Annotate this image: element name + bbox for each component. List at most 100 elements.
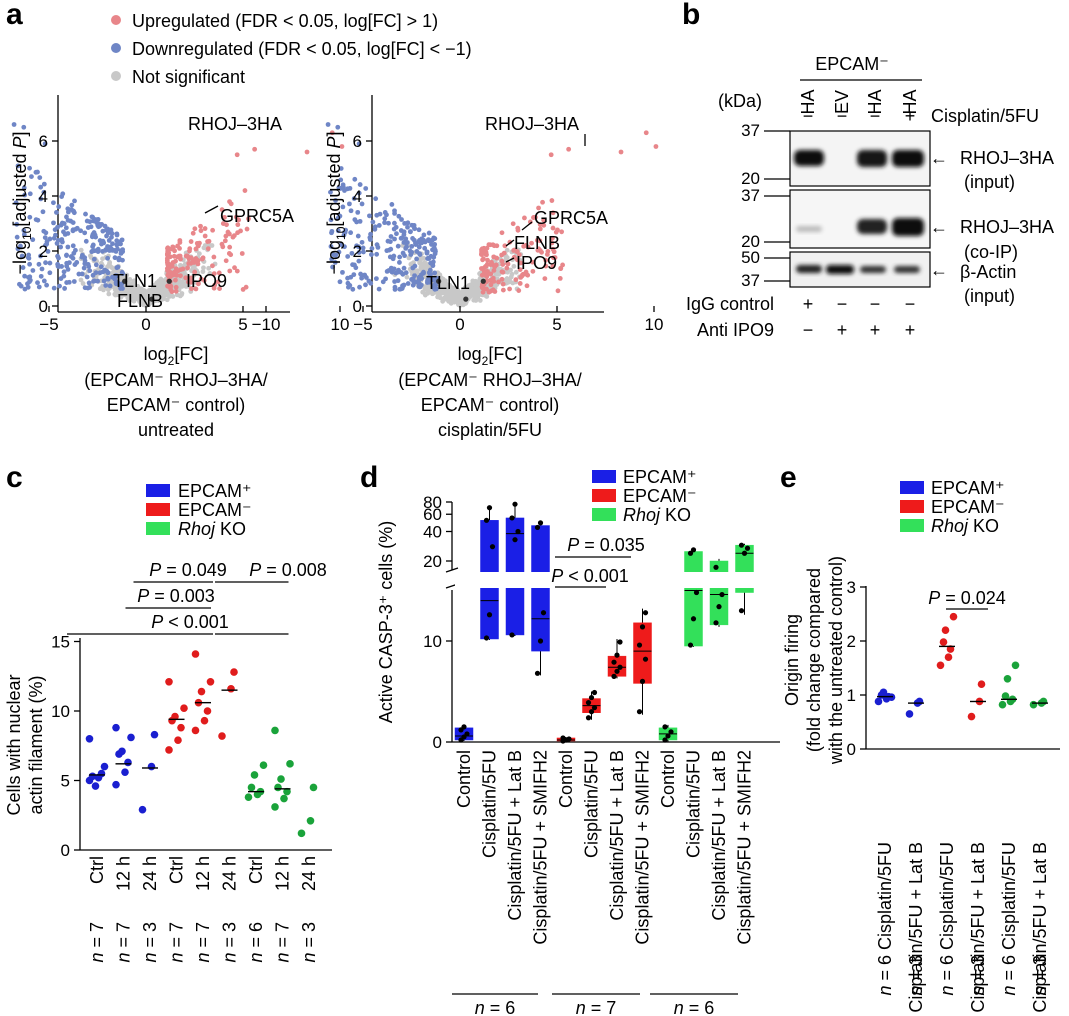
volcano-point-down <box>69 202 75 208</box>
box-point <box>693 589 700 596</box>
volcano-point-outlier <box>566 146 572 152</box>
volcano-point-ns <box>132 282 138 288</box>
volcano-point-down <box>39 266 45 272</box>
volcano-point-down <box>356 258 362 264</box>
category-label: 24 h <box>299 856 319 891</box>
volcano-ytick-label: 4 <box>39 187 48 206</box>
volcano-point-up <box>210 263 215 269</box>
category-label: Cisplatin/5FU <box>875 842 895 950</box>
label-flnb-untreated: FLNB <box>117 291 163 311</box>
volcano-point-ns <box>145 291 151 297</box>
volcano-ytick-label: 2 <box>353 242 362 261</box>
volcano-point-down <box>351 196 357 201</box>
p-value: = 0.035 <box>579 535 645 555</box>
n-label: n = 3 <box>968 955 988 996</box>
volcano-point-down <box>55 261 61 267</box>
n-label: n = 7 <box>114 922 134 963</box>
volcano-point-outlier <box>335 124 341 130</box>
volcano-point-ns <box>145 296 151 301</box>
volcano-point-up <box>198 223 203 229</box>
volcano-point-down <box>41 181 47 187</box>
volcano-point-up <box>169 289 175 295</box>
n-symbol: n <box>937 986 957 996</box>
volcano-point-ns <box>78 277 84 283</box>
volcano-point-down <box>57 283 62 289</box>
volcano-point-up <box>210 227 216 233</box>
legend-up-marker <box>111 15 121 25</box>
volcano-point-ns <box>504 247 510 253</box>
volcano-point-outlier <box>325 122 331 127</box>
box-point <box>534 670 541 676</box>
blot-strip-coip <box>789 189 931 249</box>
volcano-point-down <box>65 206 71 212</box>
volcano-point-down <box>100 238 106 244</box>
n-group-label: n = 7 <box>576 998 617 1016</box>
volcano-point-up <box>165 263 171 268</box>
volcano-point-down <box>27 165 32 171</box>
volcano-point-down <box>403 236 409 242</box>
volcano-point-down <box>349 250 355 256</box>
volcano-point-down <box>382 216 388 222</box>
volcano-point-down <box>108 227 114 233</box>
ytick-label: 0 <box>847 740 856 759</box>
box-point <box>464 731 470 737</box>
volcano-xtick-label: 0 <box>455 315 464 334</box>
volcano-point-down <box>27 261 33 267</box>
volcano-points-untreated <box>11 122 345 308</box>
data-point <box>274 783 282 792</box>
volcano-point-up <box>222 214 227 220</box>
volcano-point-down <box>120 257 125 263</box>
volcano-point-up <box>205 246 211 252</box>
box-point <box>690 616 697 622</box>
volcano-point-up <box>228 252 234 258</box>
volcano-point-ns <box>129 292 135 297</box>
volcano-point-down <box>97 223 103 229</box>
volcano-point-up <box>173 277 178 283</box>
volcano-point-down <box>36 261 42 267</box>
volcano-point-up <box>486 289 492 295</box>
n-label: n = 7 <box>87 922 107 963</box>
volcano-point-down <box>394 231 399 237</box>
volcano-point-down <box>363 282 368 288</box>
volcano-point-down <box>81 265 87 271</box>
volcano-point-down <box>392 236 397 242</box>
volcano-xtick-label: 10 <box>331 315 350 334</box>
box-point <box>719 591 725 598</box>
volcano-point-down <box>421 232 427 238</box>
volcano-point-up <box>189 286 194 292</box>
volcano-point-down <box>113 273 119 279</box>
volcano-point-down <box>392 284 398 290</box>
data-point <box>946 645 955 653</box>
volcano-point-up <box>530 259 535 265</box>
volcano-xtick-label: 5 <box>552 315 561 334</box>
ytick-label: 10 <box>423 632 442 651</box>
volcano-point-up <box>193 246 199 252</box>
e-ylabel-2: (fold change compared <box>804 568 824 752</box>
volcano-point-ns <box>503 255 509 261</box>
box-point <box>540 610 547 616</box>
volcano-point-up <box>243 284 249 290</box>
volcano-point-down <box>42 235 48 240</box>
box-point <box>537 638 544 644</box>
volcano-ylabel-untreated: −log10[adjusted P] <box>10 132 34 275</box>
volcano-point-ns <box>470 278 476 284</box>
n-value: = 6 <box>999 955 1019 986</box>
volcano-point-ns <box>112 287 118 293</box>
n-value: = 3 <box>299 922 319 953</box>
volcano-point-up <box>550 210 556 216</box>
volcano-point-down <box>21 232 27 237</box>
volcano-point-outlier <box>356 141 362 147</box>
volcano-point-down <box>51 285 57 291</box>
volcano-point-down <box>44 282 50 288</box>
data-point <box>227 684 235 693</box>
volcano-point-up <box>516 288 522 293</box>
volcano-point-down <box>17 281 22 287</box>
legend-c-pos-swatch <box>146 484 170 497</box>
volcano-point-down <box>98 264 104 270</box>
volcano-point-down <box>407 229 413 235</box>
volcano-condition-cisplatin: cisplatin/5FU <box>438 420 542 440</box>
p-symbol: P <box>551 566 563 586</box>
volcano-point-ns <box>127 276 133 282</box>
volcano-point-ns <box>508 274 514 280</box>
